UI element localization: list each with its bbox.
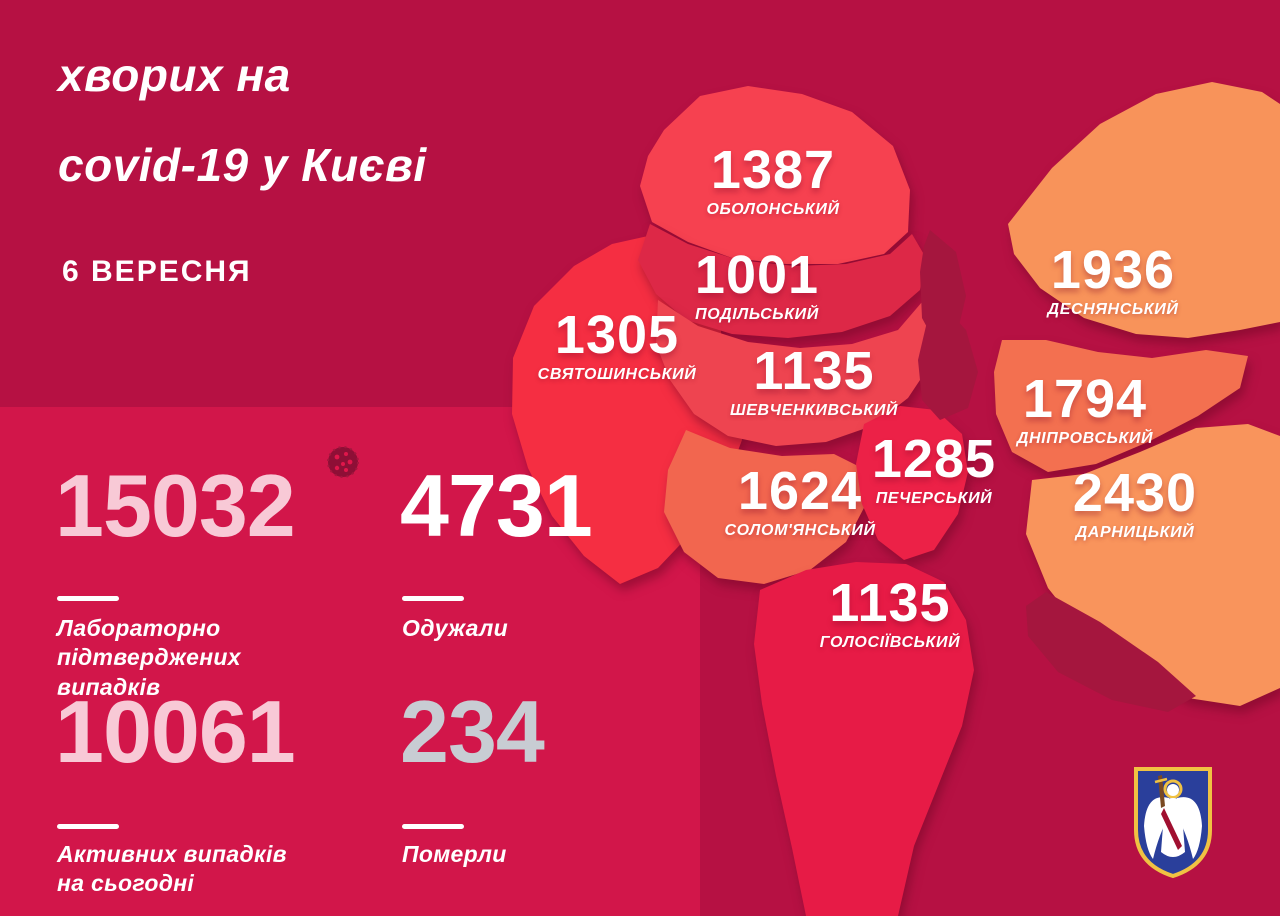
district-shape-desnianskyi xyxy=(1008,82,1280,338)
stat-active-label: Активних випадків на сьогодні xyxy=(57,841,287,897)
kyiv-coat-of-arms xyxy=(1134,767,1212,879)
virus-icon xyxy=(327,446,359,478)
stat-recovered-value: 4731 xyxy=(400,456,593,555)
angel-sash xyxy=(1161,808,1182,850)
angel-sword xyxy=(1158,775,1165,808)
angel-right-wing xyxy=(1177,797,1202,859)
stat-underline xyxy=(402,596,464,601)
date-label: 6 ВЕРЕСНЯ xyxy=(62,255,252,288)
stat-recovered-label: Одужали xyxy=(402,615,508,641)
stat-underline xyxy=(57,596,119,601)
stat-underline xyxy=(402,824,464,829)
district-shape-dniprovskyi xyxy=(994,340,1248,472)
district-shape-solomianskyi xyxy=(664,430,866,584)
district-shape-podilskyi xyxy=(638,224,926,338)
stat-confirmed-value: 15032 xyxy=(55,456,296,555)
stat-confirmed-label: Лабораторно підтверджених випадків xyxy=(57,615,241,700)
stat-deaths-value: 234 xyxy=(400,682,545,781)
stat-underline xyxy=(57,824,119,829)
river-inlet xyxy=(1026,592,1196,712)
district-shape-obolonskyi xyxy=(640,86,910,264)
district-shape-pecherskyi xyxy=(856,406,968,560)
page-title-line1: хворих на xyxy=(58,49,291,101)
district-shapes xyxy=(512,82,1280,916)
stat-active-value: 10061 xyxy=(55,682,296,781)
district-shape-holosiivskyi xyxy=(754,562,974,916)
stat-deaths-label: Померли xyxy=(402,841,507,867)
page-title-line2: covid-19 у Києві xyxy=(58,139,427,191)
district-shape-shevchenkivskyi xyxy=(656,300,938,446)
river-island xyxy=(918,300,978,420)
dnipro-river-islands xyxy=(918,230,1196,712)
